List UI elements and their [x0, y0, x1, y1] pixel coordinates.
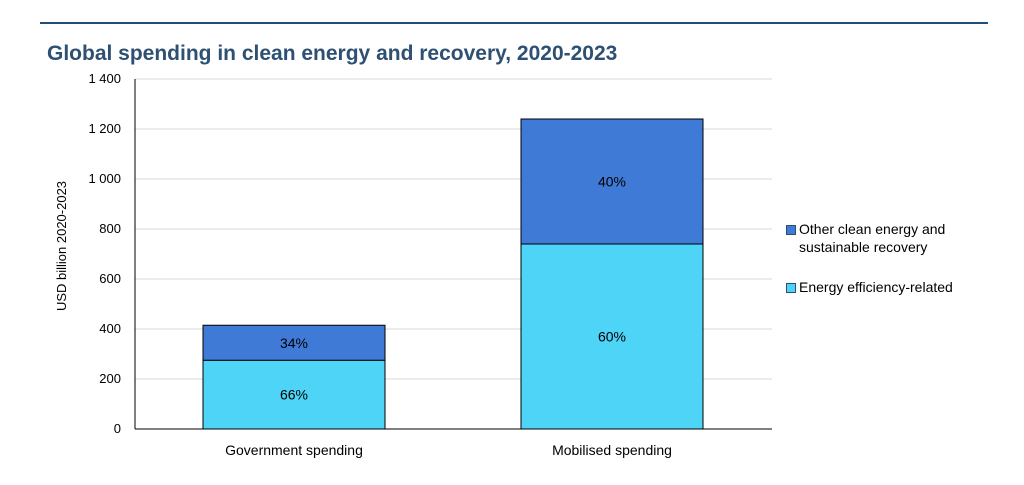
bar-efficiency	[520, 243, 704, 430]
chart-title: Global spending in clean energy and reco…	[47, 42, 618, 65]
data-label: 40%	[598, 174, 626, 190]
data-label: 66%	[280, 387, 308, 403]
data-label: 34%	[280, 335, 308, 351]
legend-label-efficiency: Energy efficiency-related	[799, 279, 953, 295]
y-tick-label: 1 200	[88, 121, 121, 136]
y-tick-label: 1 000	[88, 171, 121, 186]
y-tick-label: 1 400	[88, 71, 121, 86]
y-tick-label: 200	[99, 371, 121, 386]
legend-item-other: Other clean energy and sustainable recov…	[786, 220, 986, 256]
top-rule	[40, 22, 988, 24]
y-tick-label: 0	[114, 421, 121, 436]
y-tick-label: 400	[99, 321, 121, 336]
y-tick-label: 800	[99, 221, 121, 236]
legend-swatch-efficiency	[786, 283, 796, 293]
legend: Other clean energy and sustainable recov…	[786, 220, 986, 318]
legend-label-other: Other clean energy and sustainable recov…	[799, 221, 946, 255]
legend-item-efficiency: Energy efficiency-related	[786, 278, 986, 296]
y-tick-label: 600	[99, 271, 121, 286]
bar-efficiency	[202, 359, 386, 430]
bar-other	[202, 324, 386, 361]
x-tick-label: Government spending	[225, 442, 363, 458]
x-tick-label: Mobilised spending	[552, 442, 672, 458]
legend-swatch-other	[786, 225, 796, 235]
data-label: 60%	[598, 329, 626, 345]
bar-other	[520, 118, 704, 245]
y-axis-title: USD billion 2020-2023	[54, 181, 69, 311]
